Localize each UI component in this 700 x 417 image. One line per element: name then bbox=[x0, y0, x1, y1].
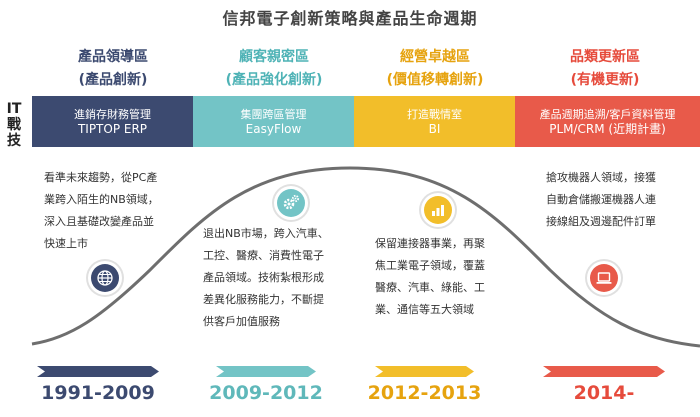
stage-4-header: 品類更新區 (有機更新) bbox=[524, 46, 686, 92]
stage-2-year: 2009-2012 bbox=[209, 382, 323, 404]
it-band-2-line-2: EasyFlow bbox=[245, 121, 302, 136]
bar-chart-icon bbox=[424, 196, 452, 224]
it-band-2-line-1: 集團跨區管理 bbox=[240, 107, 307, 121]
stage-1-desc-line: 深入且基礎改變產品並 bbox=[44, 215, 154, 228]
laptop-icon bbox=[590, 264, 618, 292]
stage-3-desc-line: 保留連接器事業，再聚 bbox=[375, 237, 485, 250]
stage-3-header-title: 經營卓越區 bbox=[400, 49, 470, 65]
stage-1-desc-line: 業跨入陌生的NB領域， bbox=[44, 193, 159, 206]
stage-4-year: 2014- bbox=[573, 382, 635, 404]
it-strategy-side-label: IT 戰 技 bbox=[3, 101, 25, 149]
timeline-arrow-3 bbox=[375, 366, 474, 377]
it-band-1-line-2: TIPTOP ERP bbox=[77, 121, 148, 136]
stage-2-header-title: 顧客親密區 bbox=[239, 49, 309, 65]
stage-2-header-subtitle: (產品強化創新) bbox=[225, 72, 323, 88]
stage-4-description: 搶攻機器人領域，接獲 自動倉儲搬運機器人連 接線組及週邊配件訂單 bbox=[546, 167, 694, 233]
stage-1-description: 看準未來趨勢，從PC產 業跨入陌生的NB領域， 深入且基礎改變產品並 快速上市 bbox=[44, 167, 184, 255]
side-label-line-1: IT bbox=[6, 101, 22, 117]
stage-1-desc-line: 看準未來趨勢，從PC產 bbox=[44, 171, 158, 184]
stage-2-desc-line: 產品領域。技術紮根形成 bbox=[203, 271, 324, 284]
stage-1-header-title: 產品領導區 bbox=[78, 49, 148, 65]
timeline-arrow-2 bbox=[216, 366, 316, 377]
stage-2-desc-line: 差異化服務能力，不斷提 bbox=[203, 293, 324, 306]
stage-2-desc-line: 退出NB市場，跨入汽車、 bbox=[203, 227, 329, 240]
stage-3-header: 經營卓越區 (價值移轉創新) bbox=[354, 46, 516, 92]
stage-3-description: 保留連接器事業，再聚 焦工業電子領域，覆蓋 醫療、汽車、綠能、工 業、通信等五大… bbox=[375, 233, 505, 321]
it-band-3-line-2: BI bbox=[428, 121, 441, 136]
it-band-4-line-1: 產品週期追溯/客戶資料管理 bbox=[539, 107, 676, 121]
side-label-line-2: 戰 bbox=[7, 117, 21, 133]
it-band-3-line-1: 打造戰情室 bbox=[407, 107, 462, 121]
stage-4-desc-line: 自動倉儲搬運機器人連 bbox=[546, 193, 656, 206]
side-label-line-3: 技 bbox=[7, 133, 21, 149]
stage-1-header-subtitle: (產品創新) bbox=[78, 72, 148, 88]
stage-2-desc-line: 供客戶加值服務 bbox=[203, 315, 280, 328]
stage-4-header-subtitle: (有機更新) bbox=[570, 72, 640, 88]
stage-4-desc-line: 搶攻機器人領域，接獲 bbox=[546, 171, 656, 184]
stage-1-desc-line: 快速上市 bbox=[44, 237, 88, 250]
stage-2-desc-line: 工控、醫療、消費性電子 bbox=[203, 249, 324, 262]
it-band-4-line-2: PLM/CRM (近期計畫) bbox=[549, 121, 666, 136]
timeline-arrow-4 bbox=[543, 366, 665, 377]
diagram-title: 信邦電子創新策略與產品生命週期 bbox=[222, 9, 478, 28]
globe-icon bbox=[91, 264, 119, 292]
stage-4-header-title: 品類更新區 bbox=[570, 49, 640, 65]
stage-3-header-subtitle: (價值移轉創新) bbox=[386, 72, 484, 88]
it-band-1: 進銷存財務管理 TIPTOP ERP bbox=[32, 96, 193, 147]
stage-2-header: 顧客親密區 (產品強化創新) bbox=[193, 46, 355, 92]
it-band-4: 產品週期追溯/客戶資料管理 PLM/CRM (近期計畫) bbox=[515, 96, 700, 147]
gears-icon bbox=[277, 189, 305, 217]
it-band-1-line-1: 進銷存財務管理 bbox=[74, 107, 151, 121]
it-band-3: 打造戰情室 BI bbox=[354, 96, 515, 147]
stage-4-desc-line: 接線組及週邊配件訂單 bbox=[546, 215, 656, 228]
stage-3-desc-line: 醫療、汽車、綠能、工 bbox=[375, 281, 485, 294]
timeline-arrow-1 bbox=[37, 366, 159, 377]
it-band-2: 集團跨區管理 EasyFlow bbox=[193, 96, 354, 147]
stage-1-header: 產品領導區 (產品創新) bbox=[32, 46, 194, 92]
stage-3-desc-line: 業、通信等五大領域 bbox=[375, 303, 474, 316]
stage-2-description: 退出NB市場，跨入汽車、 工控、醫療、消費性電子 產品領域。技術紮根形成 差異化… bbox=[203, 223, 349, 333]
stage-3-desc-line: 焦工業電子領域，覆蓋 bbox=[375, 259, 485, 272]
stage-1-year: 1991-2009 bbox=[41, 382, 155, 404]
stage-3-year: 2012-2013 bbox=[367, 382, 482, 404]
